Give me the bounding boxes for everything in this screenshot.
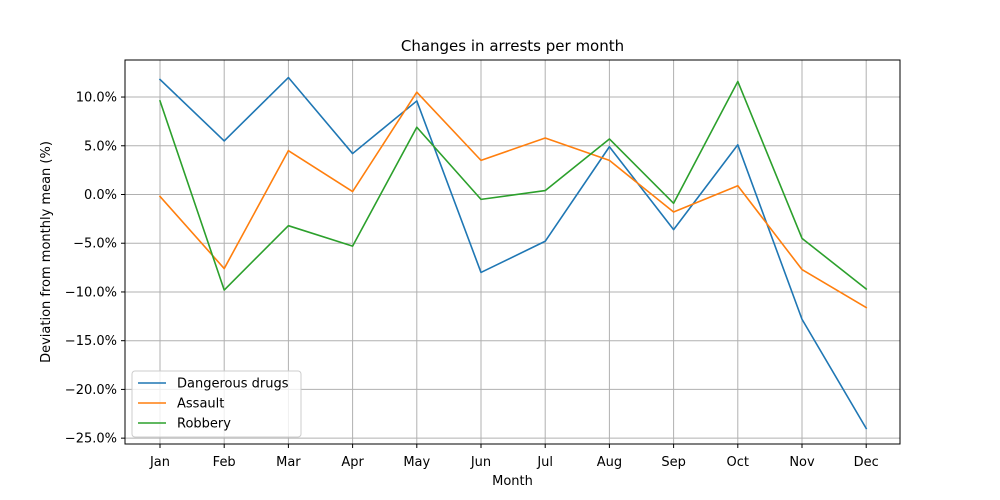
y-tick-label: −20.0%	[65, 383, 117, 398]
x-tick-label: Mar	[276, 455, 301, 470]
tick-layer: Jan Feb Mar Apr May Jun Jul Aug Sep Oct Nov Dec 10.0…	[65, 91, 879, 470]
y-tick-label: 5.0%	[84, 139, 117, 154]
x-axis-label: Month	[492, 474, 533, 489]
y-tick-label: 0.0%	[84, 188, 117, 203]
series-line-dangerous-drugs	[158, 76, 868, 430]
x-tick-label: Apr	[341, 455, 364, 470]
y-tick-label: 10.0%	[76, 91, 117, 106]
x-tick-label: May	[403, 455, 430, 470]
x-tick-label: Sep	[661, 455, 686, 470]
x-tick-label: Jun	[470, 455, 491, 470]
legend-label: Robbery	[177, 417, 231, 432]
x-tick-label: Feb	[213, 455, 236, 470]
legend-label: Dangerous drugs	[177, 377, 289, 392]
y-tick-label: −25.0%	[65, 432, 117, 447]
x-tick-label: Aug	[597, 455, 622, 470]
y-axis-label: Deviation from monthly mean (%)	[39, 141, 54, 363]
plot-frame	[124, 59, 901, 445]
legend-label: Assault	[177, 397, 224, 412]
x-tick-label: Oct	[727, 455, 749, 470]
chart-title: Changes in arrests per month	[401, 37, 624, 55]
x-tick-label: Nov	[789, 455, 815, 470]
y-tick-label: −10.0%	[65, 285, 117, 300]
x-tick-label: Jan	[149, 455, 170, 470]
x-tick-label: Dec	[854, 455, 879, 470]
legend-box	[131, 370, 302, 438]
x-tick-label: Jul	[536, 455, 553, 470]
series-line-robbery	[158, 80, 868, 291]
series-line-assault	[158, 91, 868, 309]
y-tick-label: −15.0%	[65, 334, 117, 349]
legend-entries: Dangerous drugs Assault Robbery	[138, 377, 289, 432]
legend: Dangerous drugs Assault Robbery	[131, 370, 302, 438]
y-tick-label: −5.0%	[73, 237, 117, 252]
series-layer	[158, 76, 868, 430]
